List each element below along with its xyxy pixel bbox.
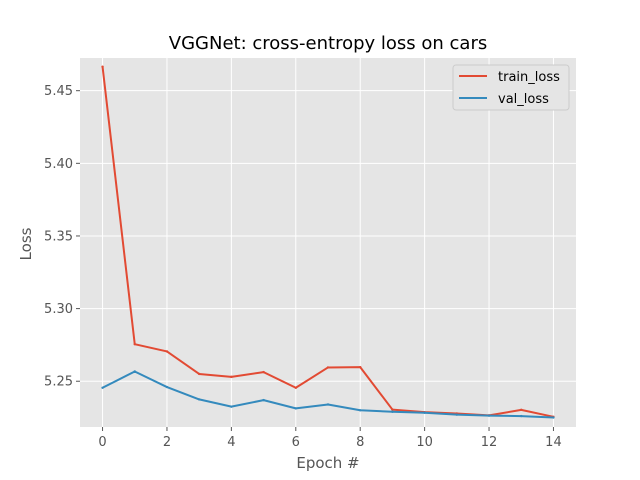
data-point-val_loss [197,398,201,401]
data-point-train_loss [391,408,394,411]
data-point-val_loss [230,405,233,408]
data-point-train_loss [359,365,362,369]
data-point-val_loss [165,385,169,389]
y-tick-label: 5.35 [44,229,73,244]
x-axis-label: Epoch # [296,454,359,472]
y-tick-label: 5.30 [44,302,73,317]
x-tick-label: 2 [163,435,171,450]
data-point-val_loss [294,407,297,410]
y-tick-label: 5.45 [44,84,73,99]
data-point-val_loss [326,403,330,406]
y-axis-label: Loss [17,227,35,260]
x-tick-label: 6 [292,435,300,450]
legend-label-val_loss: val_loss [498,92,549,107]
y-axis-ticks: 5.25 5.30 5.35 5.40 5.45 [44,84,80,390]
legend-label-train_loss: train_loss [498,70,560,85]
data-point-val_loss [455,413,459,416]
data-point-train_loss [326,366,330,369]
data-point-val_loss [552,416,555,419]
data-point-val_loss [262,398,265,402]
x-axis-ticks: 0 2 4 6 8 10 12 14 [98,427,562,450]
data-point-train_loss [197,372,201,376]
data-point-val_loss [520,414,523,418]
data-point-val_loss [359,409,362,412]
data-point-train_loss [294,386,297,389]
data-point-val_loss [101,386,104,389]
data-point-train_loss [520,408,523,412]
x-tick-label: 12 [481,435,498,450]
x-tick-label: 4 [227,435,235,450]
plot-area [80,58,576,427]
data-point-val_loss [487,414,491,417]
x-tick-label: 0 [98,435,106,450]
y-tick-label: 5.25 [44,375,73,390]
legend: train_loss val_loss [452,64,570,111]
data-point-train_loss [133,342,136,346]
data-point-val_loss [133,370,136,373]
data-point-train_loss [101,65,104,68]
data-point-train_loss [262,370,265,374]
x-tick-label: 10 [416,435,433,450]
series-lines [101,65,555,419]
data-point-train_loss [230,375,233,379]
chart-title: VGGNet: cross-entropy loss on cars [169,33,487,54]
x-tick-label: 14 [545,435,562,450]
x-tick-label: 8 [356,435,364,450]
data-point-val_loss [391,410,394,413]
data-point-val_loss [423,411,426,414]
y-tick-label: 5.40 [44,157,73,172]
data-point-train_loss [165,350,169,353]
